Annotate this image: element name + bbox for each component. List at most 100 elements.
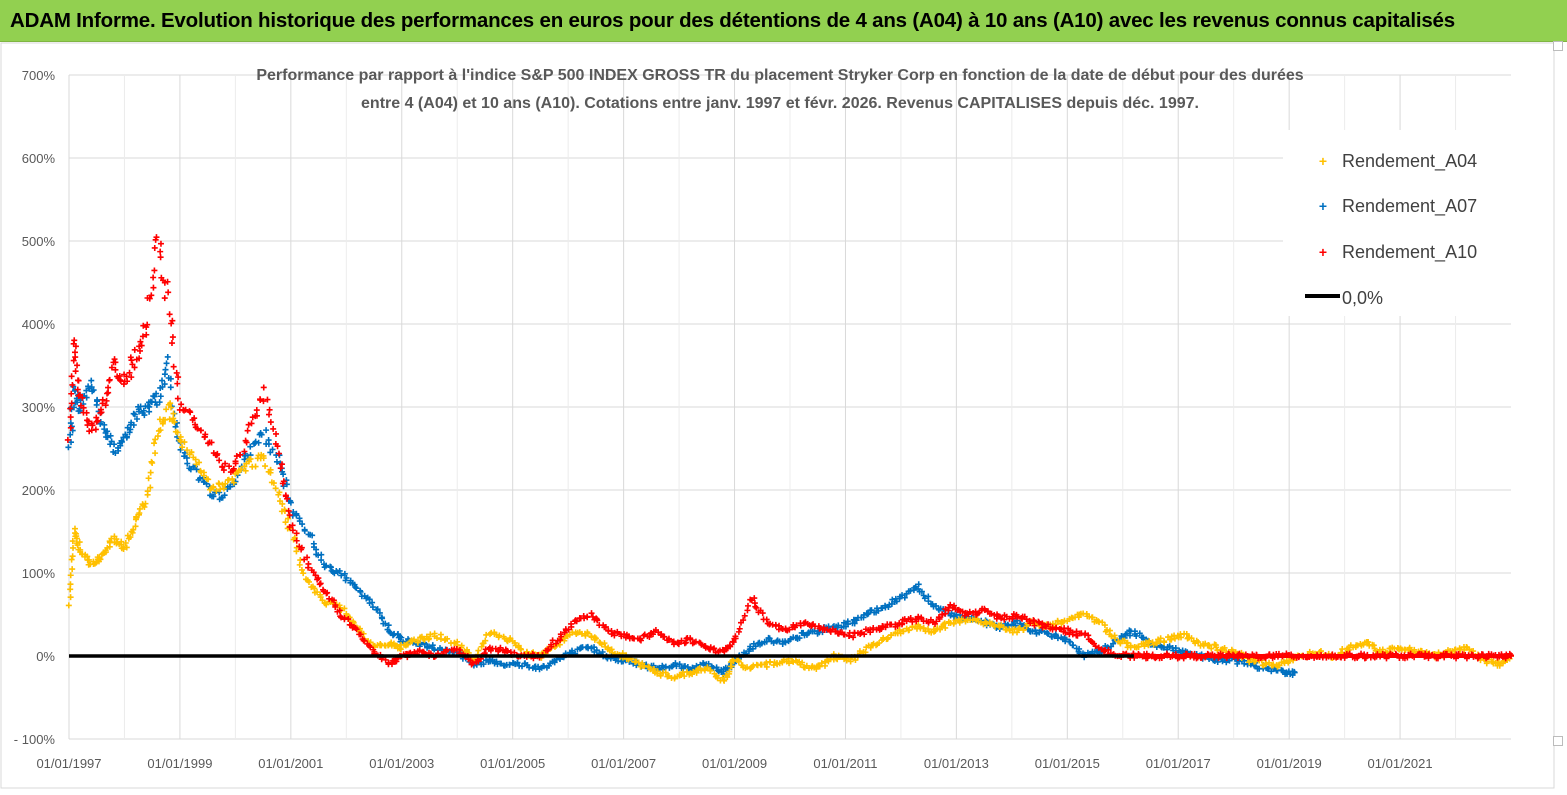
data-point [166,311,173,318]
data-point [515,642,522,649]
data-point [480,661,487,668]
data-point [104,390,111,397]
data-point [557,631,564,638]
data-point [145,475,152,482]
data-point [142,500,149,507]
y-tick-label: - 100% [14,732,56,747]
data-point [1062,629,1069,636]
data-point [483,631,490,638]
data-point [150,274,157,281]
data-point [1089,614,1096,621]
data-point [255,439,262,446]
data-point [469,660,476,667]
data-point [191,415,198,422]
data-point [379,615,386,622]
data-point [111,356,118,363]
data-point [210,493,217,500]
data-point [884,634,891,641]
data-point [147,469,154,476]
data-point [68,390,75,397]
data-point [123,544,130,551]
data-point [1365,639,1372,646]
data-point [260,455,267,462]
data-point [870,624,877,631]
data-point [444,635,451,642]
y-tick-label: 200% [22,483,56,498]
data-point [770,639,777,646]
data-point [137,338,144,345]
data-point [665,636,672,643]
data-point [165,289,172,296]
resize-handle-top-right[interactable] [1553,41,1563,51]
data-point [151,244,158,251]
data-point [1012,622,1019,629]
data-point [952,617,959,624]
data-point [164,278,171,285]
data-point [850,634,857,641]
data-point [396,645,403,652]
data-point [153,234,160,241]
data-point [304,554,311,561]
data-point [184,447,191,454]
data-point [1208,645,1215,652]
data-point [244,427,251,434]
x-tick-label: 01/01/2007 [591,756,656,771]
data-point [68,400,75,407]
data-point [385,622,392,629]
data-point [127,354,134,361]
data-point [740,617,747,624]
data-point [1135,643,1142,650]
data-point [726,642,733,649]
data-point [67,572,74,579]
data-point [601,640,608,647]
data-point [167,384,174,391]
data-point [300,570,307,577]
data-point [796,635,803,642]
data-point [896,626,903,633]
data-point [194,425,201,432]
data-point [260,384,267,391]
data-point [247,443,254,450]
data-point [85,418,92,425]
data-point [89,422,96,429]
data-point [253,407,260,414]
data-point [130,526,137,533]
data-point [157,393,164,400]
data-point [1411,646,1418,653]
data-point [97,406,104,413]
data-point [744,602,751,609]
data-point [427,631,434,638]
data-point [330,597,337,604]
data-point [74,542,81,549]
data-point [1102,628,1109,635]
data-point [170,415,177,422]
data-point [267,469,274,476]
data-point [132,523,139,530]
data-point [167,375,174,382]
data-point [1483,660,1490,667]
data-point [136,505,143,512]
data-point [64,436,71,443]
data-point [67,581,74,588]
data-point [169,317,176,324]
data-point [229,475,236,482]
data-point [93,418,100,425]
data-point [279,461,286,468]
resize-handle-bottom-right[interactable] [1553,736,1563,746]
data-point [293,510,300,517]
data-point [429,642,436,649]
data-point [1136,630,1143,637]
data-point [759,610,766,617]
data-point [323,601,330,608]
data-point [136,355,143,362]
data-point [416,647,423,654]
data-point [735,628,742,635]
data-point [136,511,142,518]
data-point [214,450,221,457]
data-point [584,614,591,621]
data-point [152,436,159,443]
data-point [263,427,270,434]
data-point [102,402,109,409]
data-point [676,661,683,668]
data-point [92,426,99,433]
